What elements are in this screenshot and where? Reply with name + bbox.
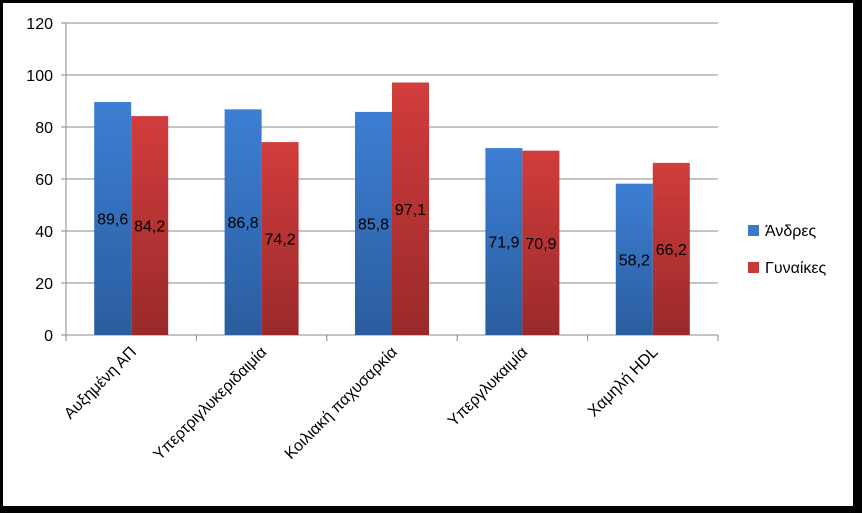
x-tick-label: Αυξημένη ΑΠ (61, 344, 140, 423)
bar-women (392, 82, 429, 335)
data-label: 84,2 (134, 219, 165, 236)
y-tick-label: 80 (35, 120, 53, 137)
data-label: 85,8 (358, 216, 389, 233)
x-tick-label: Υπεργλυκαιμία (445, 344, 531, 430)
legend-label: Άνδρες (765, 223, 817, 240)
bar-men (94, 102, 132, 335)
bar-women (522, 150, 560, 335)
y-tick-label: 100 (26, 68, 53, 85)
legend-swatch (748, 262, 759, 273)
bar-men (485, 148, 523, 335)
y-tick-label: 60 (35, 172, 53, 189)
data-label: 97,1 (395, 202, 426, 219)
data-label: 74,2 (265, 232, 296, 249)
y-tick-label: 40 (35, 224, 53, 241)
data-label: 66,2 (656, 242, 687, 259)
data-label: 71,9 (488, 235, 519, 252)
data-label: 86,8 (228, 215, 259, 232)
bar-women (652, 162, 690, 335)
data-labels: 89,6 84,2 86,8 74,2 85,8 97,1 71,9 70,9 58,2 66,2 (97, 202, 687, 270)
x-tick-label: Κοιλιακή παχυσαρκία (282, 344, 401, 463)
data-label: 89,6 (97, 212, 128, 229)
chart-area: 0 20 40 60 80 100 120 Αυξημένη ΑΠ Υπερτριγλυκερι… (3, 3, 853, 506)
legend: Άνδρες Γυναίκες (748, 223, 827, 277)
bar-women (261, 142, 299, 335)
y-tick-label: 0 (44, 328, 53, 345)
y-tick-label: 120 (26, 16, 53, 33)
data-label: 58,2 (619, 252, 650, 269)
x-tick-label: Χαμηλή HDL (585, 344, 662, 421)
bar-men (224, 109, 262, 335)
bar-men (355, 111, 392, 335)
legend-label: Γυναίκες (765, 260, 827, 277)
bars (94, 82, 690, 335)
y-tick-label: 20 (35, 276, 53, 293)
x-tick-label: Υπερτριγλυκεριδαιμία (151, 344, 271, 464)
legend-swatch (748, 225, 759, 236)
bar-women (131, 116, 169, 335)
data-label: 70,9 (525, 236, 556, 253)
bar-men (615, 183, 653, 335)
bar-chart: 0 20 40 60 80 100 120 Αυξημένη ΑΠ Υπερτριγλυκερι… (26, 16, 827, 464)
